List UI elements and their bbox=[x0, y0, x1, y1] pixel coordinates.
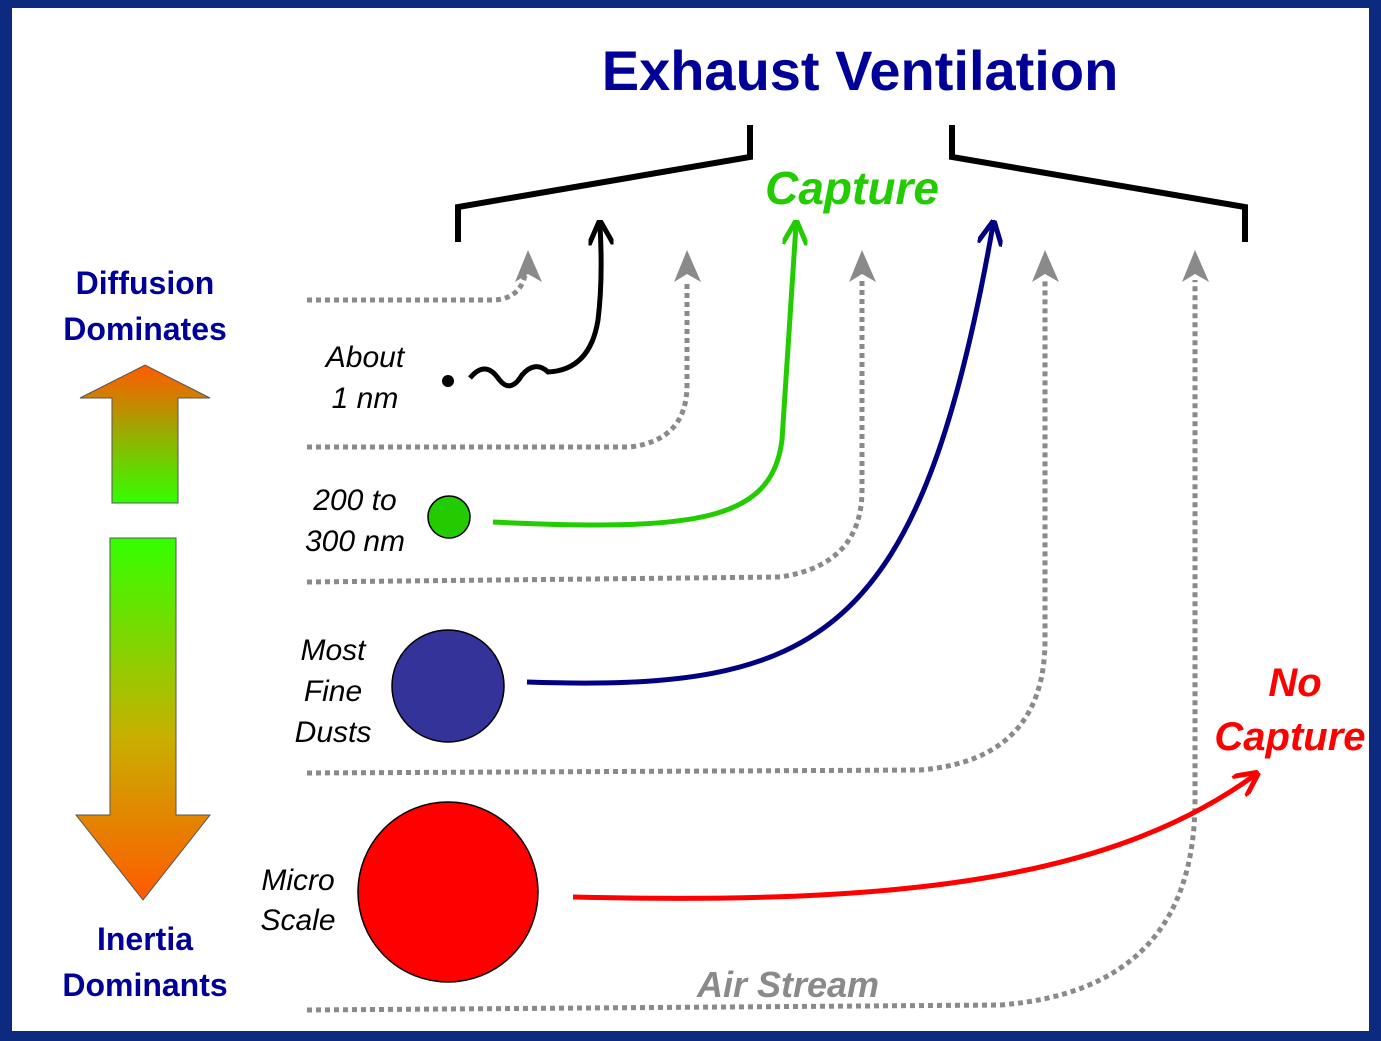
bottom-label: Dominants bbox=[62, 967, 227, 1003]
top-label: Diffusion bbox=[76, 265, 215, 301]
particle bbox=[357, 801, 539, 983]
particle bbox=[427, 495, 471, 539]
particle-label: 1 nm bbox=[332, 382, 399, 415]
down-arrow bbox=[74, 537, 212, 901]
air-stream bbox=[306, 280, 1048, 776]
particle-path bbox=[492, 225, 796, 528]
particle-label: 300 nm bbox=[305, 525, 405, 558]
air-stream-label: Air Stream bbox=[696, 964, 879, 1005]
bottom-label: Inertia bbox=[97, 921, 193, 957]
particle-label: Micro bbox=[261, 864, 334, 897]
air-streams bbox=[306, 250, 1209, 1013]
particle-path bbox=[468, 225, 601, 389]
air-stream bbox=[306, 280, 865, 585]
air-arrowhead bbox=[1032, 250, 1059, 282]
capture-label: Capture bbox=[765, 162, 939, 214]
particle-label: Scale bbox=[260, 904, 335, 937]
air-stream bbox=[307, 267, 530, 303]
particle-label: Fine bbox=[304, 675, 362, 708]
particle-path bbox=[526, 225, 993, 686]
air-stream bbox=[307, 280, 690, 450]
bracket-right bbox=[949, 125, 1248, 242]
particle bbox=[391, 629, 505, 743]
air-arrowhead bbox=[849, 250, 876, 282]
air-arrowhead bbox=[674, 250, 701, 282]
particle-label: Dusts bbox=[295, 716, 372, 749]
bracket-left bbox=[455, 125, 753, 242]
no-capture-label: Capture bbox=[1214, 715, 1365, 759]
up-arrow bbox=[79, 364, 211, 504]
particle-label: 200 to bbox=[312, 484, 396, 517]
air-arrowhead bbox=[1182, 250, 1209, 282]
air-arrowhead bbox=[515, 250, 542, 282]
particle-label: Most bbox=[300, 634, 367, 667]
no-capture-label: No bbox=[1268, 661, 1321, 705]
title: Exhaust Ventilation bbox=[602, 39, 1119, 102]
top-label: Dominates bbox=[63, 311, 227, 347]
particle-label: About bbox=[324, 341, 406, 374]
particle-path bbox=[572, 775, 1255, 901]
particle bbox=[442, 375, 454, 387]
